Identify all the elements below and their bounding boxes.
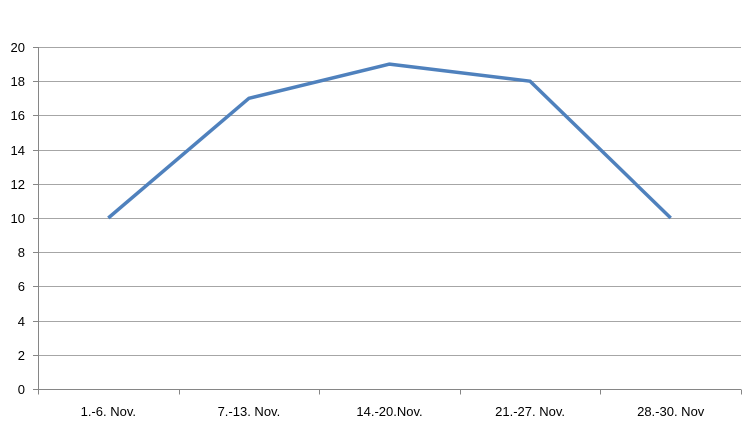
series-lines [107, 62, 672, 220]
y-tick-label: 4 [18, 314, 25, 329]
x-tick-label: 28.-30. Nov [637, 404, 705, 419]
y-tick-label: 12 [11, 177, 25, 192]
x-axis-tick-labels: 1.-6. Nov. 7.-13. Nov. 14.-20.Nov. 21.-27. … [81, 404, 705, 419]
x-tick-label: 1.-6. Nov. [81, 404, 136, 419]
gridlines [38, 47, 741, 356]
y-tick-label: 8 [18, 245, 25, 260]
axes [33, 47, 742, 395]
y-axis-tick-labels: 0 2 4 6 8 10 12 14 16 18 20 [11, 40, 25, 397]
y-tick-label: 14 [11, 143, 25, 158]
y-tick-label: 2 [18, 348, 25, 363]
x-tick-label: 14.-20.Nov. [356, 404, 422, 419]
y-tick-label: 16 [11, 108, 25, 123]
series-line-0 [107, 62, 672, 220]
y-tick-label: 18 [11, 74, 25, 89]
x-tick-label: 7.-13. Nov. [218, 404, 281, 419]
x-tick-label: 21.-27. Nov. [495, 404, 565, 419]
y-tick-label: 10 [11, 211, 25, 226]
y-tick-label: 20 [11, 40, 25, 55]
y-tick-label: 0 [18, 382, 25, 397]
y-tick-label: 6 [18, 279, 25, 294]
